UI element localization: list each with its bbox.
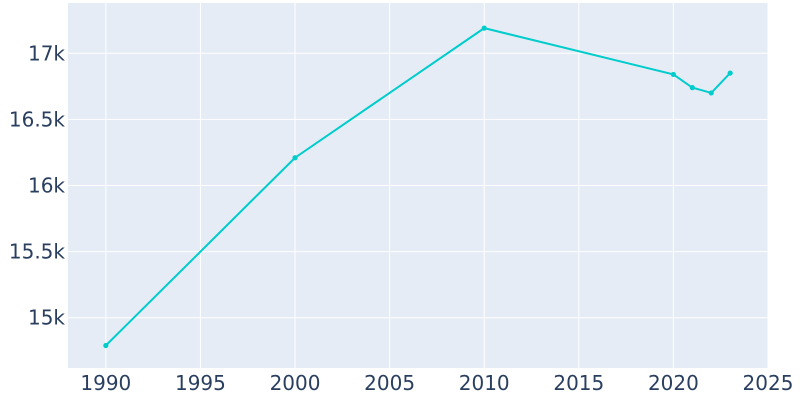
x-tick-label: 2000 bbox=[270, 371, 321, 395]
data-point bbox=[481, 25, 487, 31]
x-axis-tick-labels: 1990 1995 2000 2005 2010 2015 2020 2025 bbox=[80, 371, 793, 395]
y-tick-label: 15k bbox=[28, 306, 65, 330]
data-point bbox=[292, 155, 298, 161]
x-tick-label: 1995 bbox=[175, 371, 226, 395]
y-axis-tick-labels: 15k 15.5k 16k 16.5k 17k bbox=[9, 41, 66, 329]
series-layer bbox=[103, 25, 733, 349]
horizontal-gridlines bbox=[68, 52, 768, 319]
x-tick-label: 2015 bbox=[553, 371, 604, 395]
data-point bbox=[670, 71, 677, 78]
data-point bbox=[708, 90, 714, 96]
x-tick-label: 1990 bbox=[80, 371, 131, 395]
y-tick-label: 16.5k bbox=[9, 107, 66, 131]
data-point bbox=[103, 342, 109, 349]
y-tick-label: 15.5k bbox=[9, 240, 66, 264]
y-tick-label: 16k bbox=[28, 174, 65, 198]
x-tick-label: 2010 bbox=[459, 371, 510, 395]
x-tick-label: 2020 bbox=[648, 371, 699, 395]
data-point bbox=[689, 85, 695, 91]
y-tick-label: 17k bbox=[28, 41, 65, 65]
x-tick-label: 2005 bbox=[364, 371, 415, 395]
x-tick-label: 2025 bbox=[743, 371, 794, 395]
data-point bbox=[727, 70, 733, 76]
